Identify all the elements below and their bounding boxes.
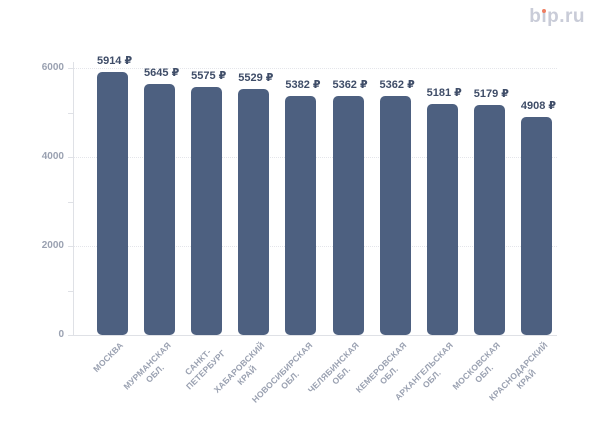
bar[interactable] xyxy=(426,104,458,335)
y-tick-mark xyxy=(68,246,73,247)
y-tick-mark xyxy=(68,112,73,114)
bar[interactable] xyxy=(473,104,505,335)
bar[interactable] xyxy=(238,88,270,335)
bar-value-label: 5179 ₽ xyxy=(473,87,509,100)
y-tick-mark xyxy=(68,157,73,158)
bar[interactable] xyxy=(332,96,364,335)
gridline-6000 xyxy=(73,68,557,69)
y-axis-tick-label: 0 xyxy=(58,329,64,340)
x-axis-category-text: МУРМАНСКАЯ ОБЛ. xyxy=(121,340,173,392)
x-axis-line xyxy=(73,335,557,336)
bar-value-label: 5362 ₽ xyxy=(332,79,368,92)
x-axis-category-text: МОСКВА xyxy=(91,340,126,374)
y-tick-mark xyxy=(68,335,73,336)
logo-text: b xyxy=(529,6,542,27)
bar[interactable] xyxy=(520,116,552,335)
y-axis-line xyxy=(73,62,74,335)
y-tick-mark xyxy=(68,290,73,292)
bar-value-label: 5645 ₽ xyxy=(144,66,180,79)
bar-value-label: 5914 ₽ xyxy=(96,54,133,67)
y-axis-tick-label: 6000 xyxy=(41,62,64,73)
bar-value-label: 5575 ₽ xyxy=(191,69,227,82)
logo-dot-icon xyxy=(542,8,547,13)
y-tick-mark xyxy=(68,68,73,69)
bar[interactable] xyxy=(379,96,411,335)
bar[interactable] xyxy=(285,95,317,335)
bar-value-label: 5382 ₽ xyxy=(285,78,321,91)
y-tick-mark xyxy=(68,201,73,203)
bar-value-label: 4908 ₽ xyxy=(520,99,557,112)
bar-value-label: 5181 ₽ xyxy=(426,87,462,100)
bar[interactable] xyxy=(144,83,176,335)
logo: bı p.ru xyxy=(529,7,585,26)
logo-i-letter: ı xyxy=(541,6,548,27)
bar[interactable] xyxy=(97,71,129,335)
y-axis-tick-label: 4000 xyxy=(41,151,64,162)
bar-value-label: 5362 ₽ xyxy=(379,79,415,92)
bar-value-label: 5529 ₽ xyxy=(238,71,274,84)
logo-text: p.ru xyxy=(547,6,585,27)
bar[interactable] xyxy=(191,86,223,335)
y-axis-tick-label: 2000 xyxy=(41,240,64,251)
